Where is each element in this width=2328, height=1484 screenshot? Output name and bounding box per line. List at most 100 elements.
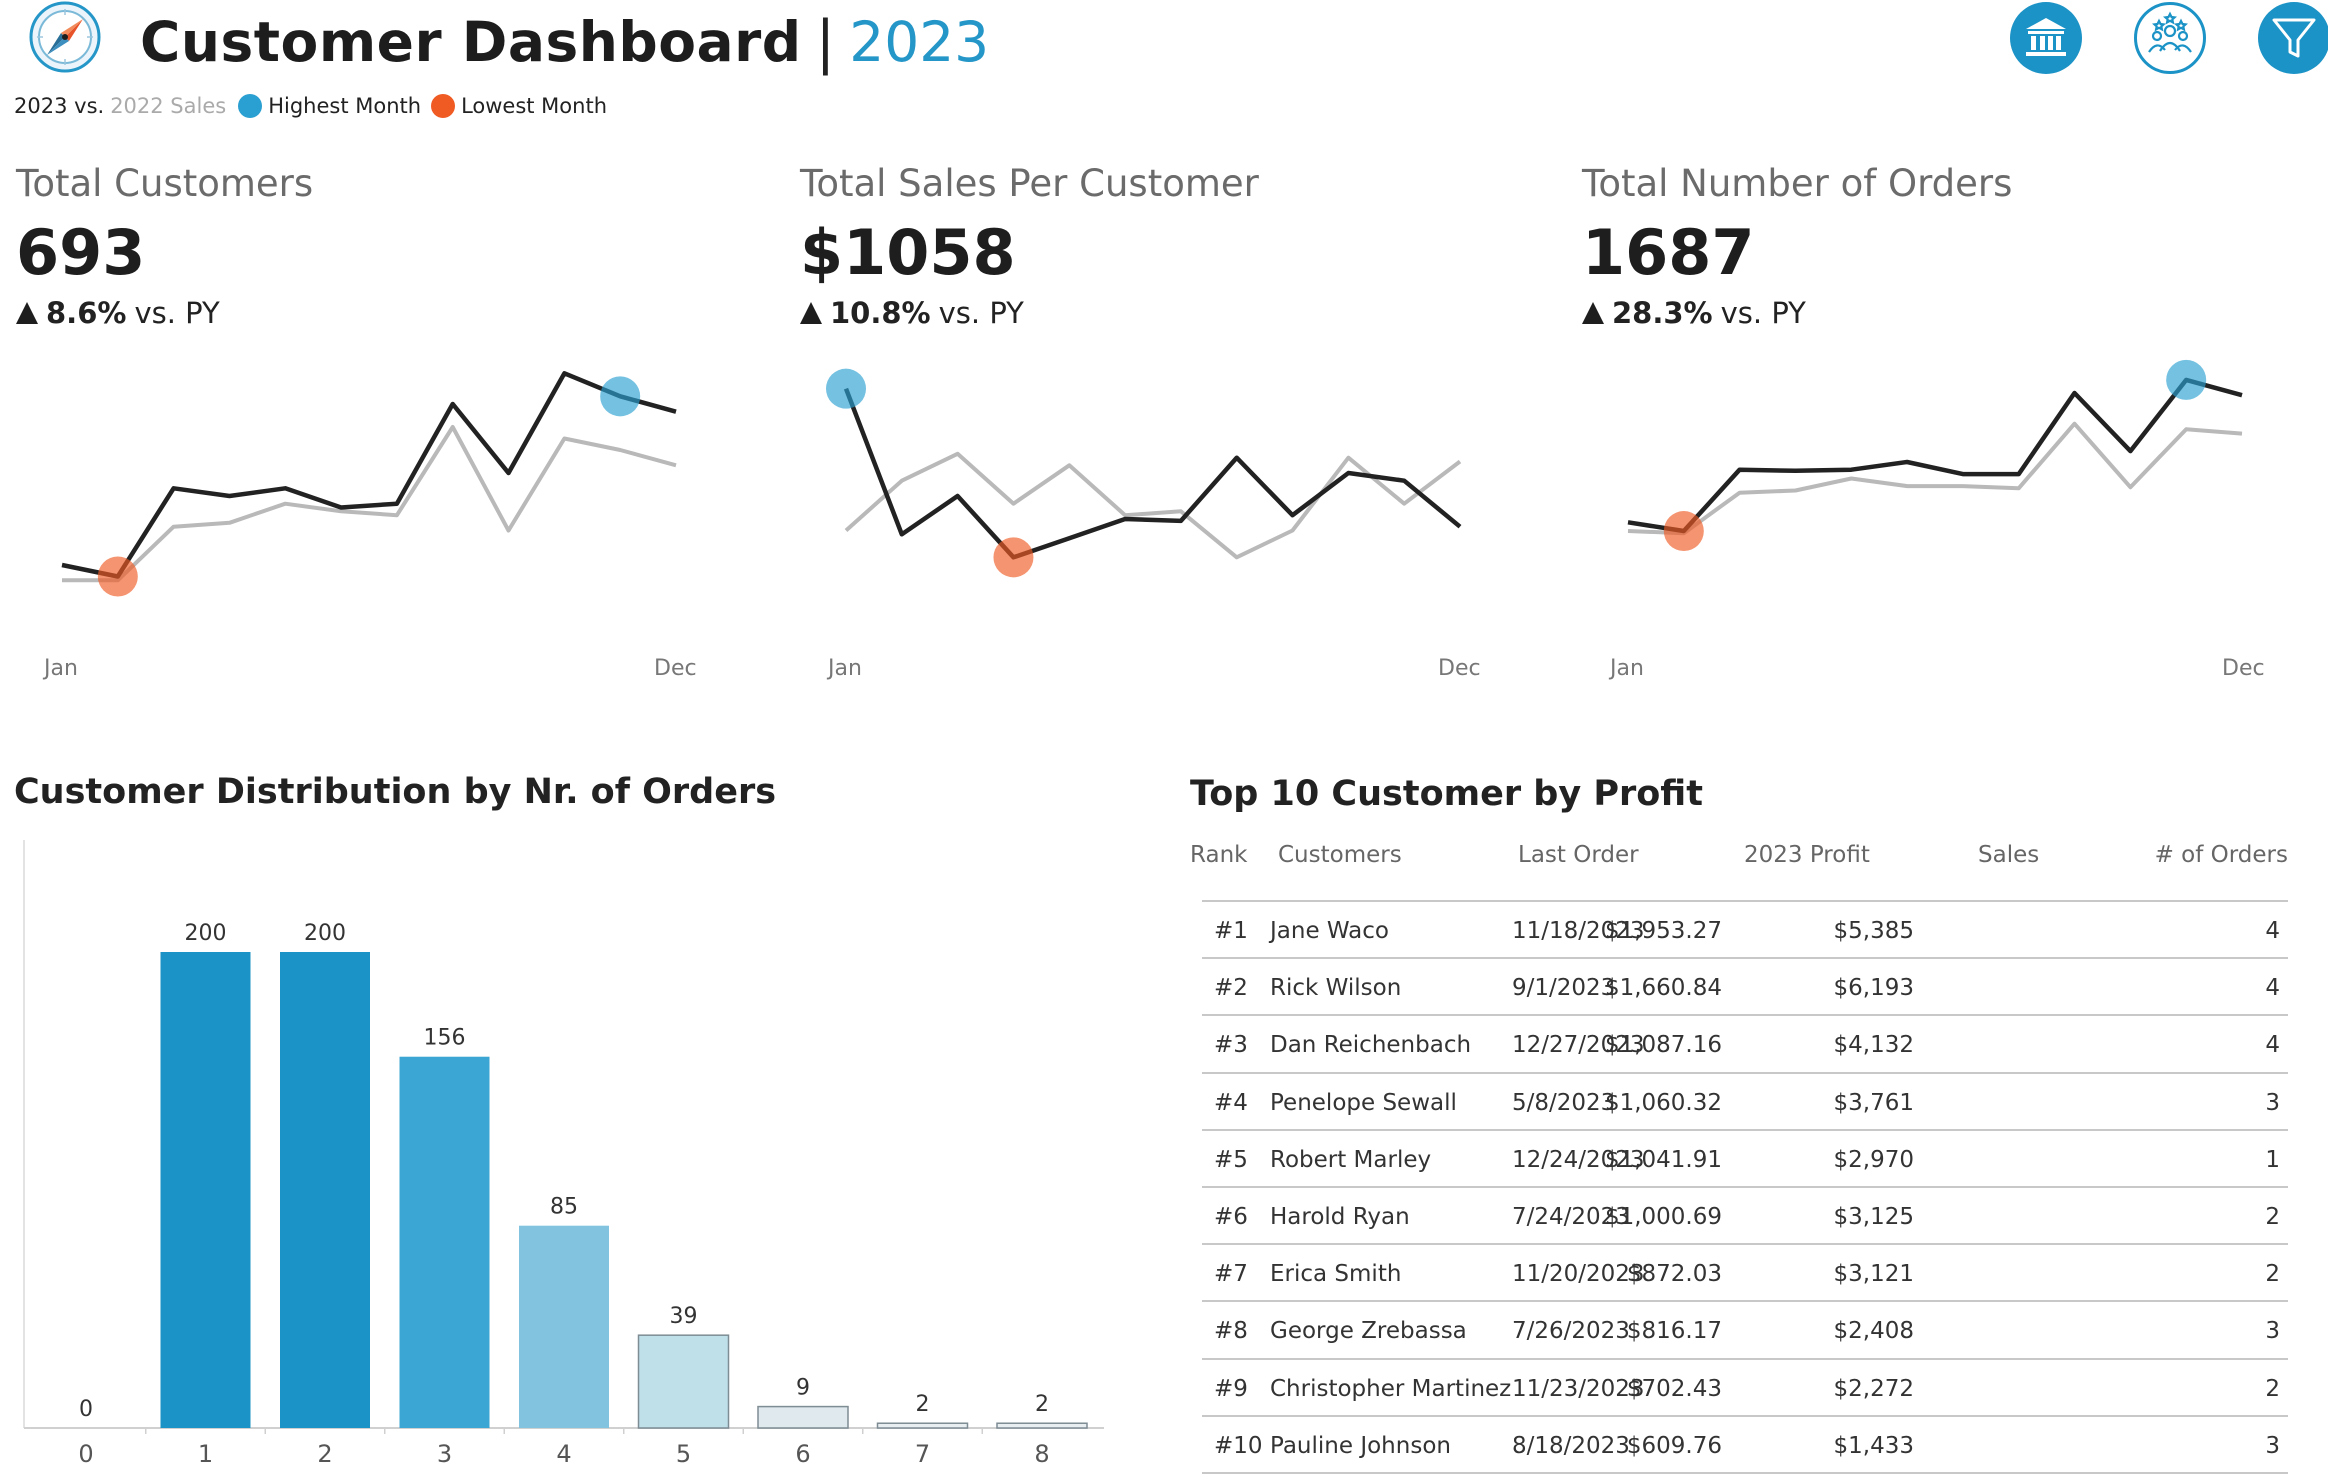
rank-cell: #2	[1214, 975, 1248, 1002]
legend-lowest-label: Lowest Month	[461, 94, 608, 118]
table-row[interactable]: #1 Jane Waco 11/18/2023 $1,953.27 $5,385 4	[1202, 902, 2288, 960]
table-row[interactable]: #9 Christopher Martinez 11/23/2023 $702.43 $…	[1202, 1360, 2288, 1417]
bar-value-label: 156	[424, 1026, 466, 1051]
filter-icon	[2272, 18, 2316, 58]
profit-cell: $702.43	[1626, 1375, 1722, 1402]
kpi-card-customers: Total Customers 693 8.6% vs. PY Jan Dec	[16, 160, 716, 720]
customer-cell: Pauline Johnson	[1270, 1432, 1451, 1459]
sales-cell: $5,385	[1833, 918, 1914, 944]
orders-cell: 4	[2265, 918, 2280, 944]
page-title: Customer Dashboard | 2023	[140, 2, 989, 82]
last-order-cell: 11/23/2023	[1512, 1375, 1645, 1402]
kpi-card-sales-per-customer: Total Sales Per Customer $1058 10.8% vs.…	[800, 160, 1500, 720]
lowest-month-marker[interactable]	[97, 556, 138, 597]
col-orders[interactable]: # of Orders	[2154, 842, 2288, 868]
legend-highest-label: Highest Month	[268, 94, 422, 118]
last-order-cell: 9/1/2023	[1512, 975, 1616, 1002]
up-triangle-icon	[1582, 302, 1604, 324]
last-order-cell: 12/24/2023	[1512, 1146, 1645, 1173]
sales-cell: $2,408	[1833, 1318, 1914, 1345]
col-customers[interactable]: Customers	[1278, 842, 1402, 868]
table-row[interactable]: #7 Erica Smith 11/20/2023 $872.03 $3,121 2	[1202, 1245, 2288, 1303]
legend-prior-year: 2022 Sales	[110, 94, 227, 118]
prior-year-line	[62, 425, 677, 583]
table-row[interactable]: #6 Harold Ryan 7/24/2023 $1,000.69 $3,125 2	[1202, 1188, 2288, 1246]
last-order-cell: 7/24/2023	[1512, 1203, 1630, 1230]
table-row[interactable]: #8 George Zrebassa 7/26/2023 $816.17 $2,408 3	[1202, 1302, 2288, 1360]
compass-logo-icon	[29, 1, 101, 73]
bank-button[interactable]	[2010, 2, 2082, 74]
bar[interactable]	[160, 952, 251, 1428]
top-customers-title: Top 10 Customer by Profit	[1190, 774, 1703, 814]
axis-start-label: Jan	[828, 656, 862, 681]
lowest-month-marker[interactable]	[993, 537, 1034, 578]
axis-end-label: Dec	[2222, 656, 2265, 681]
lowest-month-marker[interactable]	[1663, 511, 1704, 552]
sales-cell: $3,125	[1833, 1203, 1914, 1230]
legend-highest-dot	[238, 94, 263, 118]
highest-month-marker[interactable]	[600, 376, 641, 417]
bar-value-label: 0	[79, 1397, 93, 1422]
orders-cell: 4	[2265, 1032, 2280, 1059]
orders-cell: 2	[2265, 1203, 2280, 1230]
x-tick-label: 6	[795, 1440, 810, 1468]
bar-value-label: 85	[550, 1195, 578, 1220]
x-tick-label: 0	[78, 1440, 93, 1468]
x-tick-label: 7	[915, 1440, 930, 1468]
x-tick-label: 5	[676, 1440, 691, 1468]
last-order-cell: 5/8/2023	[1512, 1089, 1616, 1116]
people-icon	[2148, 11, 2192, 53]
col-profit[interactable]: 2023 Profit	[1744, 842, 1870, 868]
last-order-cell: 8/18/2023	[1512, 1432, 1630, 1459]
profit-cell: $1,060.32	[1604, 1089, 1722, 1116]
kpi-change-suffix: vs. PY	[938, 296, 1024, 330]
current-year-line	[61, 371, 677, 579]
col-sales[interactable]: Sales	[1978, 842, 2040, 868]
bar[interactable]	[399, 1056, 490, 1428]
rank-cell: #8	[1214, 1318, 1248, 1345]
people-button[interactable]	[2134, 2, 2206, 74]
orders-cell: 4	[2265, 975, 2280, 1002]
bar[interactable]	[280, 952, 370, 1428]
table-row[interactable]: #3 Dan Reichenbach 12/27/2023 $1,087.16 $4,1…	[1202, 1016, 2288, 1074]
orders-cell: 1	[2265, 1146, 2280, 1173]
profit-cell: $1,000.69	[1604, 1203, 1722, 1230]
bar-value-label: 2	[1035, 1392, 1049, 1417]
axis-start-label: Jan	[1610, 656, 1644, 681]
kpi-change-percent: 28.3%	[1612, 296, 1713, 330]
bar[interactable]	[876, 1422, 969, 1429]
highest-month-marker[interactable]	[2166, 359, 2207, 400]
table-row[interactable]: #10 Pauline Johnson 8/18/2023 $609.76 $1,433…	[1202, 1417, 2288, 1474]
x-tick-label: 2	[317, 1440, 332, 1468]
up-triangle-icon	[800, 302, 822, 324]
profit-cell: $1,953.27	[1604, 918, 1722, 944]
kpi-change-suffix: vs. PY	[134, 296, 220, 330]
bar[interactable]	[637, 1334, 730, 1429]
profit-cell: $1,087.16	[1604, 1032, 1722, 1059]
kpi-title: Total Customers	[16, 162, 314, 205]
last-order-cell: 11/20/2023	[1512, 1261, 1645, 1288]
orders-cell: 2	[2265, 1261, 2280, 1288]
kpi-value: 693	[16, 216, 146, 289]
rank-cell: #7	[1214, 1261, 1248, 1288]
kpi-change-suffix: vs. PY	[1720, 296, 1806, 330]
x-tick-label: 3	[437, 1440, 452, 1468]
rank-cell: #6	[1214, 1203, 1248, 1230]
table-row[interactable]: #4 Penelope Sewall 5/8/2023 $1,060.32 $3,761…	[1202, 1074, 2288, 1131]
bar[interactable]	[757, 1405, 849, 1429]
bar[interactable]	[996, 1422, 1088, 1429]
customer-cell: Erica Smith	[1270, 1261, 1402, 1288]
filter-button[interactable]	[2258, 2, 2328, 74]
col-rank[interactable]: Rank	[1190, 842, 1248, 868]
highest-month-marker[interactable]	[826, 368, 866, 409]
rank-cell: #9	[1214, 1375, 1248, 1402]
kpi-change: 28.3% vs. PY	[1582, 296, 1806, 330]
col-last-order[interactable]: Last Order	[1518, 842, 1639, 868]
orders-cell: 3	[2265, 1318, 2280, 1345]
axis-end-label: Dec	[654, 656, 697, 681]
bar[interactable]	[519, 1225, 609, 1428]
bar-value-label: 39	[670, 1304, 698, 1329]
table-row[interactable]: #5 Robert Marley 12/24/2023 $1,041.91 $2,970…	[1202, 1131, 2288, 1188]
table-row[interactable]: #2 Rick Wilson 9/1/2023 $1,660.84 $6,193 4	[1202, 959, 2288, 1017]
rank-cell: #5	[1214, 1146, 1248, 1173]
